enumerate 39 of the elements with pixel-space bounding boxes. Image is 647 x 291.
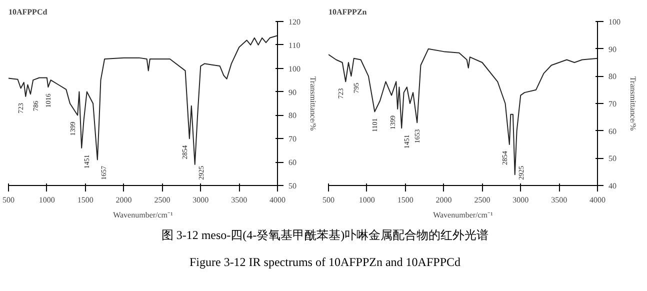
x-tick-label: 2000 <box>116 196 132 204</box>
x-tick-label: 500 <box>2 196 14 204</box>
y-axis-title: Transmittance/% <box>308 76 318 132</box>
x-tick-label: 1500 <box>77 196 94 204</box>
x-tick-label: 2000 <box>436 196 452 204</box>
x-tick-label: 1000 <box>38 196 55 204</box>
x-axis-title: Wavenumber/cm⁻¹ <box>433 210 494 220</box>
chart-title: 10AFPPZn <box>328 8 368 16</box>
x-tick-label: 2500 <box>154 196 170 204</box>
y-tick-label: 70 <box>288 134 296 144</box>
x-tick-label: 1000 <box>358 196 375 204</box>
x-tick-label: 3500 <box>231 196 248 204</box>
y-tick-label: 80 <box>608 72 616 82</box>
y-tick-label: 100 <box>288 64 300 74</box>
caption: Figure 3-12 IR spectrums of 10AFPPZn and 10AFPPCd <box>189 254 460 272</box>
x-tick-label: 4000 <box>590 196 606 204</box>
chart-title: 10AFPPCd <box>8 8 48 16</box>
x-tick-label: 500 <box>322 196 334 204</box>
x-tick-label: 3500 <box>551 196 568 204</box>
x-tick-label: 1500 <box>397 196 414 204</box>
y-tick-label: 60 <box>608 126 616 136</box>
y-tick-label: 70 <box>608 100 616 108</box>
y-tick-label: 90 <box>608 44 616 54</box>
x-axis-title: Wavenumber/cm⁻¹ <box>113 210 174 220</box>
y-tick-label: 80 <box>288 111 296 120</box>
y-axis-title: Transmittance/% <box>628 76 638 132</box>
caption: 图 3-12 meso-四(4-癸氧基甲酰苯基)卟啉金属配合物的红外光谱 <box>161 227 489 244</box>
y-tick-label: 60 <box>288 158 296 168</box>
x-tick-label: 2500 <box>474 196 490 204</box>
x-tick-label: 3000 <box>512 196 529 204</box>
x-tick-label: 3000 <box>192 196 209 204</box>
y-tick-label: 100 <box>608 18 620 26</box>
x-tick-label: 4000 <box>270 196 286 204</box>
y-tick-label: 120 <box>288 18 300 26</box>
y-tick-label: 50 <box>288 182 296 190</box>
y-tick-label: 50 <box>608 154 616 164</box>
y-tick-label: 90 <box>288 88 296 97</box>
y-tick-label: 110 <box>288 40 300 50</box>
y-tick-label: 40 <box>608 182 616 190</box>
